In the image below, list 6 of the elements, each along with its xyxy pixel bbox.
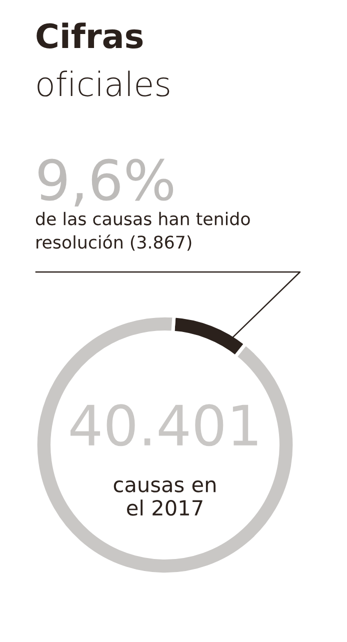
text: 9,6% <box>38 158 174 206</box>
text: causas en el 2017 <box>114 480 216 516</box>
text: de las causas han tenido resolución (3.867) <box>36 212 250 251</box>
chart-title: Cifras <box>36 22 143 48</box>
chart-subtitle: oficiales <box>38 70 170 97</box>
text: 40.401 <box>70 404 258 446</box>
